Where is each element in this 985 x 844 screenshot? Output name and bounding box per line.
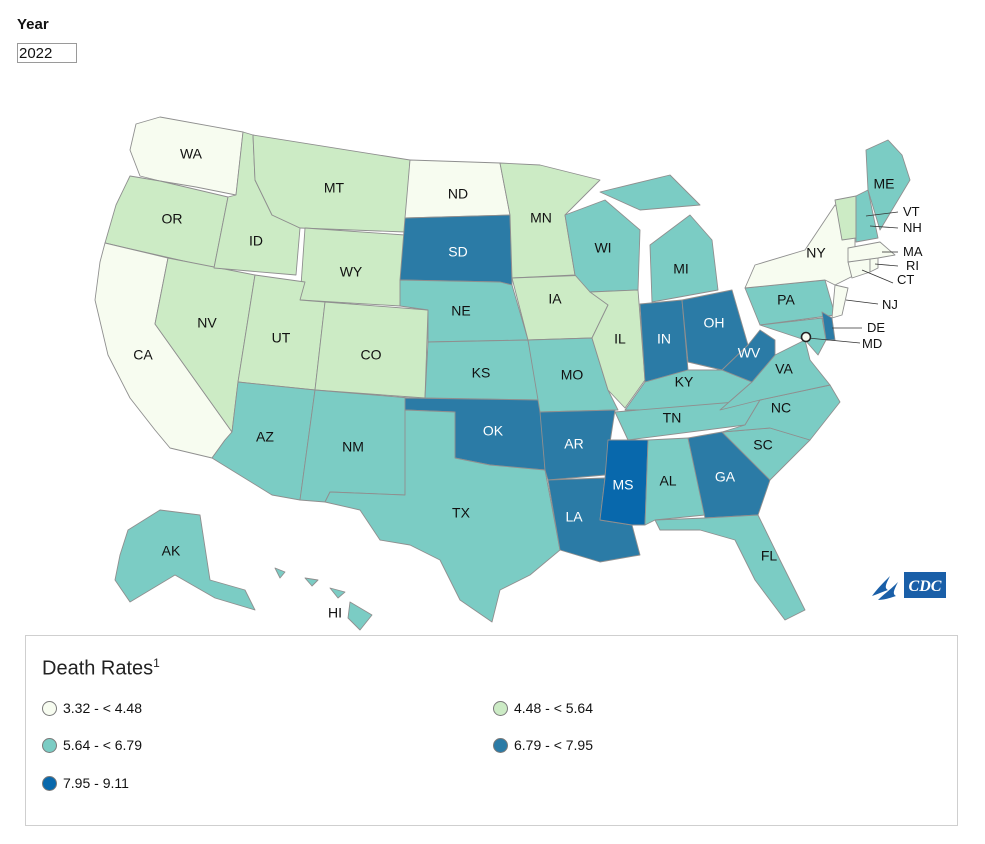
state-label-OK: OK — [483, 423, 504, 439]
state-label-FL: FL — [761, 548, 778, 564]
state-label-OR: OR — [162, 211, 183, 227]
state-label-MO: MO — [561, 367, 584, 383]
state-label-IL: IL — [614, 331, 626, 347]
state-label-VA: VA — [775, 361, 793, 377]
legend-swatch — [42, 775, 57, 791]
state-label-NY: NY — [806, 245, 826, 261]
state-label-AZ: AZ — [256, 429, 274, 445]
legend-item: 7.95 - 9.11 — [42, 775, 129, 791]
state-label-TX: TX — [452, 505, 471, 521]
year-select[interactable]: 2022 — [17, 43, 77, 63]
hhs-eagle-icon — [872, 576, 898, 600]
legend-item: 4.48 - < 5.64 — [493, 700, 593, 716]
state-IL[interactable] — [589, 289, 646, 409]
state-label-MT: MT — [324, 180, 345, 196]
state-labels: WA OR CA NV ID MT WY UT CO AZ NM ND SD NE KS OK TX MN IA MO… — [133, 146, 923, 621]
cdc-wordmark: CDC — [904, 572, 946, 598]
state-label-GA: GA — [715, 469, 736, 485]
state-HI[interactable] — [274, 567, 373, 631]
state-label-ND: ND — [448, 186, 468, 202]
state-AK[interactable] — [114, 509, 256, 611]
state-WV[interactable] — [721, 329, 776, 383]
state-label-NH: NH — [903, 220, 922, 235]
legend-swatch — [42, 700, 57, 716]
legend-footnote-marker: 1 — [153, 656, 160, 670]
state-RI[interactable] — [869, 257, 879, 273]
state-GA[interactable] — [687, 431, 771, 519]
state-label-AL: AL — [659, 473, 676, 489]
state-label-SC: SC — [753, 437, 772, 453]
state-label-TN: TN — [663, 410, 682, 426]
state-label-MD: MD — [862, 336, 882, 351]
legend-item: 3.32 - < 4.48 — [42, 700, 142, 716]
state-MD[interactable] — [759, 317, 827, 356]
state-label-NJ: NJ — [882, 297, 898, 312]
state-label-NV: NV — [197, 315, 217, 331]
legend-swatch — [493, 737, 508, 753]
legend-item: 5.64 - < 6.79 — [42, 737, 142, 753]
state-MI[interactable] — [599, 174, 719, 303]
state-label-PA: PA — [777, 292, 795, 308]
state-NJ[interactable] — [831, 284, 849, 319]
state-label-SD: SD — [448, 244, 467, 260]
label-leader-lines — [807, 211, 899, 344]
state-TX[interactable] — [324, 409, 561, 623]
state-AR[interactable] — [539, 409, 616, 481]
state-AL[interactable] — [644, 437, 706, 526]
state-label-MA: MA — [903, 244, 923, 259]
state-label-NM: NM — [342, 439, 364, 455]
svg-text:CDC: CDC — [909, 578, 942, 595]
state-label-WA: WA — [180, 146, 203, 162]
legend-swatch — [493, 700, 508, 716]
state-label-CT: CT — [897, 272, 914, 287]
state-MA[interactable] — [847, 241, 896, 263]
state-MO[interactable] — [527, 337, 619, 413]
us-choropleth-map: WA OR CA NV ID MT WY UT CO AZ NM ND SD NE KS OK TX MN IA MO… — [94, 116, 923, 631]
state-FL[interactable] — [654, 514, 806, 621]
state-label-ME: ME — [874, 176, 895, 192]
state-label-WI: WI — [594, 240, 611, 256]
state-label-RI: RI — [906, 258, 919, 273]
year-filter-label: Year — [17, 16, 49, 33]
cdc-logo: CDC — [868, 568, 948, 609]
state-label-CO: CO — [361, 347, 382, 363]
state-label-KY: KY — [675, 374, 694, 390]
state-label-UT: UT — [272, 330, 291, 346]
state-label-VT: VT — [903, 204, 920, 219]
state-label-WV: WV — [738, 345, 761, 361]
legend-title: Death Rates1 — [42, 656, 160, 680]
state-label-HI: HI — [328, 605, 342, 621]
state-label-MI: MI — [673, 261, 689, 277]
state-label-NC: NC — [771, 400, 791, 416]
dc-marker[interactable] — [800, 331, 812, 343]
state-label-OH: OH — [704, 315, 725, 331]
state-label-KS: KS — [472, 365, 491, 381]
state-label-CA: CA — [133, 347, 153, 363]
state-label-IA: IA — [548, 291, 562, 307]
state-label-NE: NE — [451, 303, 470, 319]
state-label-LA: LA — [565, 509, 583, 525]
legend-swatch — [42, 737, 57, 753]
state-label-MN: MN — [530, 210, 552, 226]
state-label-AK: AK — [162, 543, 181, 559]
legend: Death Rates1 3.32 - < 4.48 4.48 - < 5.64… — [25, 635, 958, 826]
state-label-ID: ID — [249, 233, 263, 249]
legend-item: 6.79 - < 7.95 — [493, 737, 593, 753]
state-ME[interactable] — [865, 139, 911, 231]
state-WA[interactable] — [129, 116, 244, 196]
state-label-DE: DE — [867, 320, 885, 335]
state-label-AR: AR — [564, 436, 583, 452]
state-label-IN: IN — [657, 331, 671, 347]
state-label-WY: WY — [340, 264, 363, 280]
state-label-MS: MS — [613, 477, 634, 493]
